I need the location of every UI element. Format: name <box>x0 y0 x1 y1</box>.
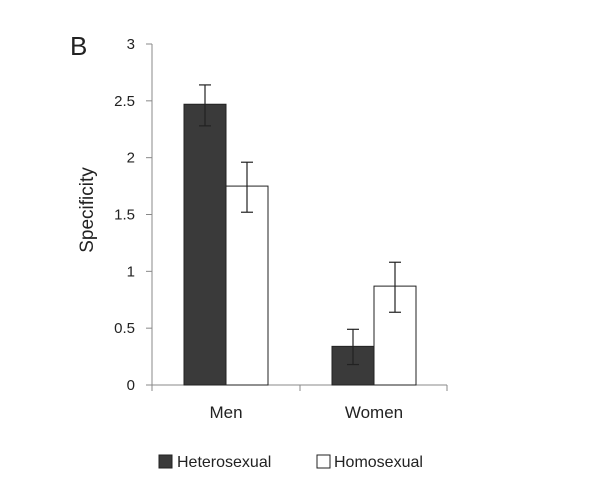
bars <box>183 103 417 386</box>
error-bars <box>199 84 401 366</box>
y-axis-label: Specificity <box>77 167 98 253</box>
y-tick-label: 2.5 <box>114 93 135 110</box>
legend-label-heterosexual: Heterosexual <box>177 454 271 471</box>
y-tick-label: 3 <box>127 36 135 53</box>
legend: Heterosexual Homosexual <box>158 454 423 471</box>
bar-homosexual-men <box>225 185 269 386</box>
y-tick-label: 2 <box>127 150 135 167</box>
axes: 0 0.5 1 1.5 2 2.5 3 <box>114 36 448 394</box>
y-tick-label: 0.5 <box>114 320 135 337</box>
legend-swatch-homosexual <box>316 454 331 469</box>
legend-swatch-heterosexual <box>158 454 173 469</box>
bar-heterosexual-men <box>183 103 227 386</box>
y-tick-label: 1 <box>127 263 135 280</box>
panel-label: B <box>70 31 87 61</box>
category-labels: Men Women <box>209 403 403 422</box>
y-tick-label: 0 <box>127 377 135 394</box>
y-tick-label: 1.5 <box>114 207 135 224</box>
x-category-label: Women <box>345 403 403 422</box>
legend-label-homosexual: Homosexual <box>334 454 423 471</box>
x-category-label: Men <box>209 403 242 422</box>
